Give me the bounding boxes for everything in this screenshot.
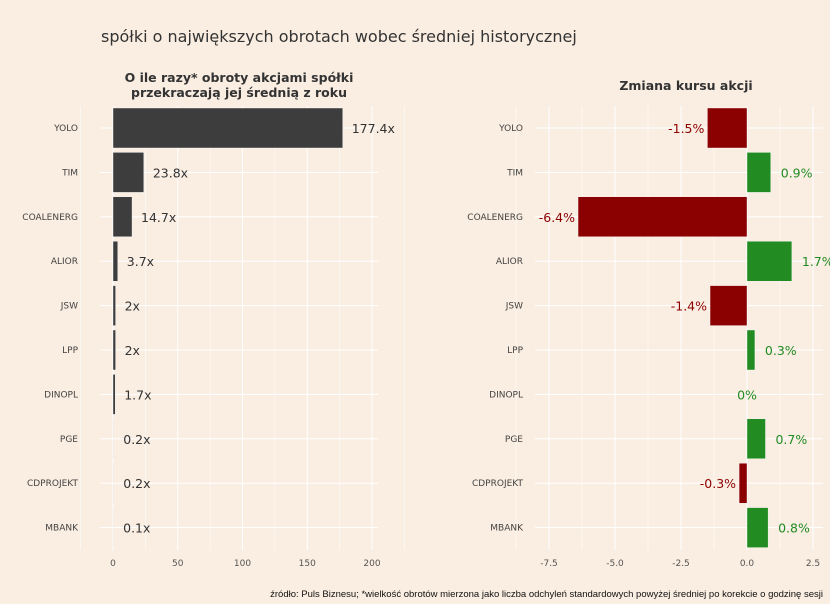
data-label: 0.7% xyxy=(775,432,807,447)
bar xyxy=(746,418,766,459)
data-label: 23.8x xyxy=(153,165,188,180)
right-panel: -7.5 -5.0 -2.5 0.0 2.5 YOLO -1.5% TIM 0.9% COALEN… xyxy=(467,106,830,569)
bar xyxy=(112,285,116,326)
category-label: DINOPL xyxy=(44,390,78,400)
category-label: COALENERG xyxy=(22,213,78,223)
x-tick-label: 200 xyxy=(363,559,380,569)
category-label: TIM xyxy=(506,168,523,178)
data-label: 0.1x xyxy=(123,521,150,536)
data-label: 2x xyxy=(125,343,140,358)
data-label: -6.4% xyxy=(539,210,575,225)
x-tick-label: 2.5 xyxy=(806,559,820,569)
bar xyxy=(112,240,118,282)
category-label: ALIOR xyxy=(51,257,78,267)
category-label: YOLO xyxy=(498,124,523,134)
data-label: 1.7% xyxy=(802,254,830,269)
category-label: ALIOR xyxy=(496,257,523,267)
category-label: PGE xyxy=(60,435,78,445)
left-panel: 0 50 100 150 200 YOLO 177.4x TIM 23.8x COALENERG 1… xyxy=(22,106,405,569)
x-tick-label: -5.0 xyxy=(606,559,624,569)
category-label: DINOPL xyxy=(489,390,523,400)
data-label: -1.4% xyxy=(671,299,707,314)
left-panel-title-line1: O ile razy* obroty akcjami spółki xyxy=(125,70,354,85)
x-tick-label: 0.0 xyxy=(740,559,755,569)
bar xyxy=(746,329,756,371)
bar xyxy=(746,152,771,193)
data-label: 0.8% xyxy=(778,521,810,536)
data-label: 0.9% xyxy=(781,165,813,180)
bar xyxy=(707,107,748,149)
category-label: TIM xyxy=(61,168,78,178)
data-label: 0.3% xyxy=(765,343,797,358)
bar xyxy=(738,463,748,504)
left-panel-title-line2: przekraczają jej średnią z roku xyxy=(131,85,347,100)
bar xyxy=(746,507,769,548)
data-label: 2x xyxy=(125,299,140,314)
data-label: 177.4x xyxy=(352,121,395,136)
caption: źródło: Puls Biznesu; *wielkość obrotów … xyxy=(270,589,823,600)
x-tick-label: 50 xyxy=(172,559,184,569)
category-label: CDPROJEKT xyxy=(27,479,79,489)
data-label: 0.2x xyxy=(123,432,150,447)
data-label: 0.2x xyxy=(123,476,150,491)
bar xyxy=(746,240,793,282)
right-panel-title: Zmiana kursu akcji xyxy=(619,78,752,93)
x-tick-label: -2.5 xyxy=(672,559,690,569)
data-label: 14.7x xyxy=(141,210,176,225)
category-label: MBANK xyxy=(45,524,79,534)
data-label: 0% xyxy=(737,387,757,402)
category-label: COALENERG xyxy=(467,213,523,223)
category-label: PGE xyxy=(505,435,523,445)
bar xyxy=(112,107,343,149)
category-label: JSW xyxy=(505,302,523,312)
category-label: MBANK xyxy=(490,524,524,534)
bar xyxy=(112,196,133,238)
bar xyxy=(112,329,116,371)
category-label: LPP xyxy=(62,346,78,356)
x-tick-label: 100 xyxy=(234,559,251,569)
bar xyxy=(112,374,116,415)
bar xyxy=(709,285,748,326)
category-label: JSW xyxy=(60,302,78,312)
category-label: LPP xyxy=(507,346,523,356)
data-label: -0.3% xyxy=(700,476,736,491)
data-label: 3.7x xyxy=(127,254,154,269)
bar xyxy=(112,152,145,193)
bar xyxy=(577,196,748,238)
data-label: -1.5% xyxy=(668,121,704,136)
data-label: 1.7x xyxy=(124,387,151,402)
category-label: CDPROJEKT xyxy=(472,479,524,489)
x-tick-label: 150 xyxy=(299,559,316,569)
chart-title: spółki o największych obrotach wobec śre… xyxy=(101,27,577,46)
x-tick-label: 0 xyxy=(110,559,116,569)
x-tick-label: -7.5 xyxy=(540,559,558,569)
category-label: YOLO xyxy=(53,124,78,134)
